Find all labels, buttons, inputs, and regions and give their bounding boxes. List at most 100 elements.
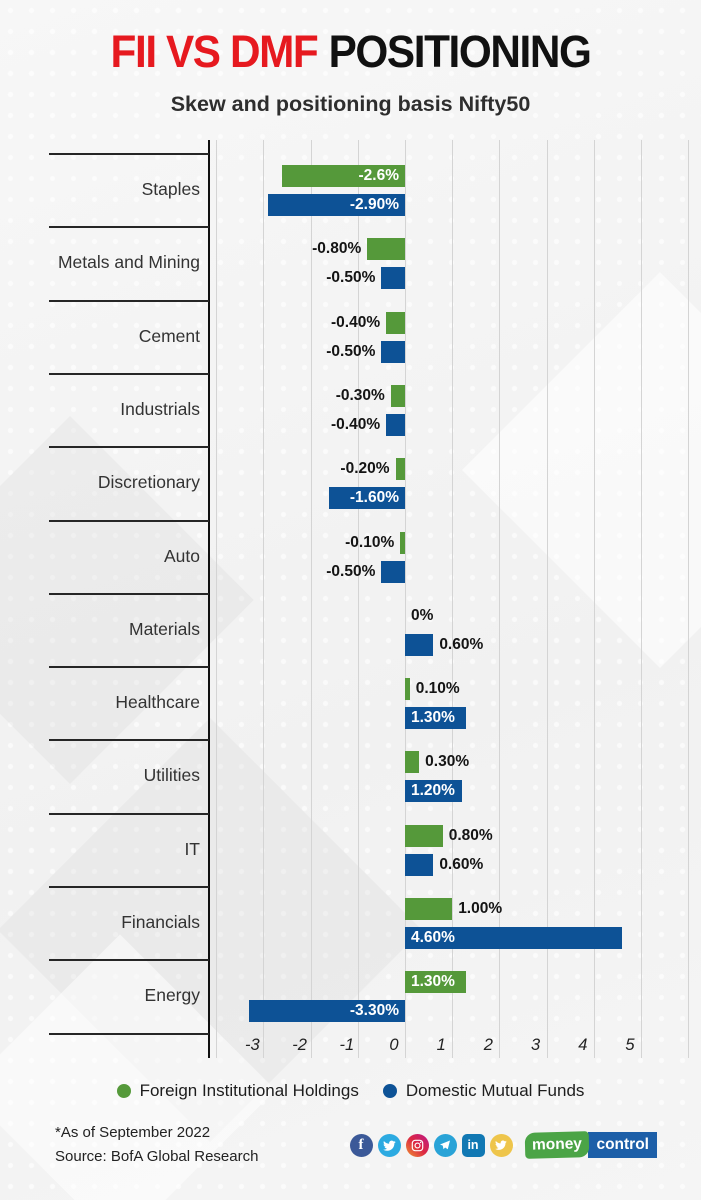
dmf-bar [405,780,462,803]
x-tick-label: 3 [531,1036,541,1054]
value-label: 1.30% [411,973,455,991]
dmf-bar [268,194,405,216]
fii-bar [386,311,405,334]
value-label: -2.90% [349,196,399,213]
row-divider [49,153,209,155]
category-label: Energy [144,985,200,1006]
legend-label-dmf: Domestic Mutual Funds [405,1081,585,1100]
footnote: *As of September 2022 [55,1124,211,1141]
koo-icon[interactable] [489,1133,513,1157]
dmf-bar [386,413,405,436]
row-divider [49,666,209,669]
dmf-bar [405,633,434,656]
x-tick-label: 0 [389,1036,399,1054]
legend-item-fii: Foreign Institutional Holdings [116,1081,359,1101]
value-label: -3.30% [349,1002,399,1020]
fii-bar [405,678,410,701]
gridline [499,140,501,1058]
x-tick-label: -1 [339,1036,355,1054]
value-label: -0.50% [326,269,376,287]
source-credit: Source: BofA Global Research [55,1148,259,1165]
fii-bar [400,531,405,554]
value-label: -0.50% [326,562,376,580]
fii-bar [405,971,467,994]
x-tick-label: 5 [625,1036,635,1054]
fii-bar [405,898,453,920]
moneycontrol-logo: money control [524,1131,657,1159]
value-label: 0.60% [439,855,484,873]
linkedin-icon[interactable]: in [461,1133,485,1157]
legend-item-dmf: Domestic Mutual Funds [382,1081,585,1101]
row-divider [49,446,209,449]
dmf-bar [329,487,405,510]
row-divider [49,812,209,815]
row-divider [49,739,209,742]
value-label: -0.50% [326,342,376,360]
moneycontrol-logo-control: control [588,1132,657,1158]
footer-brand-bar: f in money control [349,1131,657,1159]
value-label: 1.00% [458,900,503,917]
row-divider [49,959,209,962]
twitter-icon[interactable] [377,1133,401,1157]
title-rest: POSITIONING [328,26,592,77]
fii-bar [405,751,420,774]
gridline [357,140,359,1058]
value-label: 0.10% [415,680,460,698]
category-label: Materials [129,618,200,639]
value-label: -0.80% [312,240,362,258]
category-label: Healthcare [115,692,200,713]
dmf-bar [405,853,434,876]
x-tick-label: 4 [578,1036,588,1054]
value-label: -0.10% [345,533,395,551]
fii-bar [282,165,405,187]
moneycontrol-logo-money: money [524,1131,589,1159]
x-tick-label: -2 [292,1036,307,1054]
row-divider [49,226,209,229]
value-label: -0.40% [330,313,381,331]
page-title: FII VS DMF POSITIONING [21,26,680,78]
telegram-icon[interactable] [433,1133,457,1157]
row-divider [49,372,209,375]
value-label: 1.20% [411,782,455,800]
facebook-icon[interactable]: f [349,1133,373,1157]
gridline [546,140,548,1058]
value-label: 0% [411,606,434,624]
fii-bar [395,458,405,481]
chart-subtitle: Skew and positioning basis Nifty50 [170,92,531,116]
fii-bar [367,238,405,261]
x-tick-label: 1 [436,1036,446,1054]
title-highlight: FII VS DMF [110,26,319,77]
x-tick-label: -3 [245,1036,260,1054]
instagram-icon[interactable] [405,1133,429,1157]
category-label: Industrials [120,398,200,419]
row-divider [49,886,209,888]
category-label: Discretionary [97,472,200,493]
value-label: 0.60% [439,635,484,653]
category-label: Utilities [143,765,200,786]
row-divider [49,299,209,302]
row-divider [49,592,209,595]
value-label: -0.20% [340,460,390,478]
y-axis-line [208,140,210,1058]
gridline [263,140,265,1058]
legend-swatch-dmf-icon [382,1084,397,1098]
row-divider [49,1032,209,1035]
dmf-bar [381,560,405,583]
gridline [641,140,642,1058]
gridline [216,140,218,1058]
gridline [688,140,690,1058]
value-label: -2.6% [358,167,400,184]
dmf-bar [405,707,467,730]
value-label: 1.30% [411,709,455,727]
row-divider [49,519,209,522]
gridline [405,140,406,1058]
category-label: Staples [141,179,200,199]
fii-bar [405,824,443,847]
category-label: IT [184,838,200,859]
category-label: Auto [164,545,200,566]
legend-label-fii: Foreign Institutional Holdings [139,1081,359,1100]
legend-swatch-fii-icon [116,1084,131,1098]
value-label: 0.30% [425,753,470,771]
